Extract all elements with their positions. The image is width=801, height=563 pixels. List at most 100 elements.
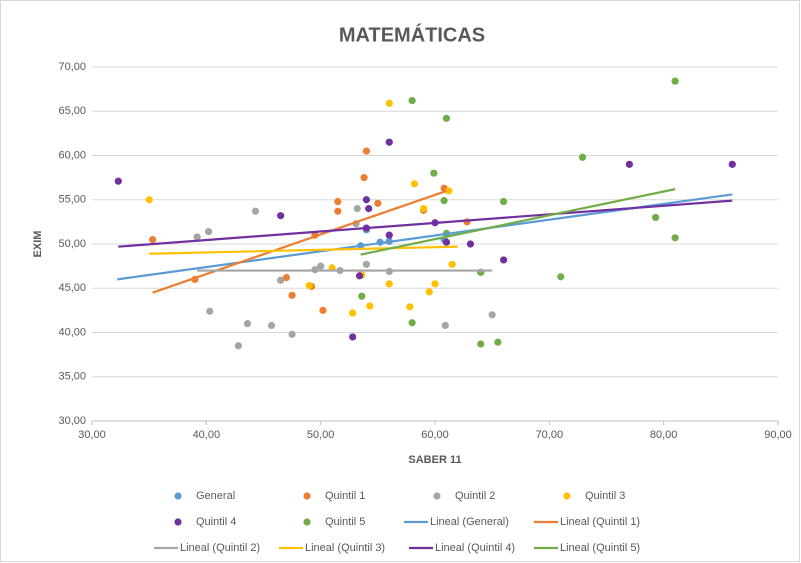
trendline (118, 199, 733, 248)
point (243, 320, 252, 328)
x-tick-label: 70,00 (536, 429, 564, 441)
legend-marker (563, 492, 571, 500)
point (578, 153, 587, 161)
legend-label: General (196, 490, 235, 502)
y-tick-label: 35,00 (58, 371, 86, 383)
point (441, 321, 449, 330)
x-tick-label: 90,00 (764, 429, 792, 441)
point (366, 302, 374, 310)
y-tick-label: 30,00 (58, 415, 86, 427)
trendline (149, 245, 458, 255)
point (334, 197, 342, 206)
point (408, 97, 416, 105)
point (430, 169, 438, 177)
point (334, 207, 342, 215)
point (362, 147, 370, 155)
point (385, 231, 393, 239)
point (442, 238, 451, 246)
legend-label: Quintil 4 (196, 516, 236, 528)
chart-title: MATEMÁTICAS (339, 23, 485, 46)
legend-label: Quintil 1 (325, 490, 365, 502)
y-axis-title: EXIM (32, 231, 44, 258)
point (349, 309, 357, 317)
legend-label: Quintil 5 (325, 516, 365, 528)
point (349, 333, 357, 341)
point (358, 292, 366, 300)
x-tick-label: 80,00 (650, 429, 678, 441)
x-tick-label: 60,00 (421, 429, 449, 441)
x-axis-title: SABER 11 (408, 454, 461, 466)
point (374, 199, 382, 207)
point (251, 207, 260, 215)
x-tick-label: 40,00 (193, 429, 221, 441)
y-tick-label: 60,00 (58, 149, 86, 161)
point (671, 234, 679, 242)
trendline (152, 189, 447, 294)
point (477, 340, 485, 348)
point (319, 306, 327, 314)
point (500, 256, 508, 264)
legend-label: Lineal (Quintil 4) (435, 542, 515, 554)
legend-label: Quintil 3 (585, 490, 625, 502)
point (193, 233, 201, 241)
x-tick-label: 30,00 (78, 429, 106, 441)
point (288, 330, 296, 338)
y-tick-label: 55,00 (58, 194, 86, 206)
point (728, 160, 736, 168)
point (408, 319, 416, 327)
point (466, 240, 475, 248)
point (494, 338, 502, 346)
point (385, 138, 393, 146)
point (305, 281, 313, 290)
point (277, 276, 285, 284)
point (440, 197, 448, 205)
legend-marker (303, 492, 311, 500)
legend-marker (174, 518, 182, 526)
point (114, 177, 122, 185)
point (410, 180, 419, 188)
point (362, 260, 370, 268)
point (317, 262, 325, 270)
point (145, 196, 153, 204)
point (148, 235, 157, 244)
point (445, 187, 453, 195)
x-tick-label: 50,00 (307, 429, 335, 441)
point (652, 213, 660, 222)
legend-marker (303, 518, 311, 526)
y-tick-label: 40,00 (58, 326, 86, 338)
point (206, 307, 214, 315)
point (557, 273, 565, 281)
y-tick-label: 70,00 (58, 61, 86, 73)
legend-label: Lineal (Quintil 3) (305, 542, 385, 554)
point (671, 77, 679, 85)
y-tick-label: 45,00 (58, 282, 86, 294)
point (365, 205, 373, 213)
legend-label: Lineal (Quintil 1) (560, 516, 640, 528)
legend-marker (174, 492, 182, 500)
point (277, 212, 285, 220)
legend-label: Quintil 2 (455, 490, 495, 502)
point (353, 205, 361, 213)
point (488, 311, 496, 319)
point (362, 196, 370, 204)
point (267, 321, 276, 330)
point (385, 280, 393, 288)
point (448, 260, 456, 268)
point (425, 288, 433, 296)
point (234, 342, 242, 350)
point (355, 272, 364, 280)
point (288, 291, 296, 299)
point (442, 114, 451, 122)
point (360, 174, 368, 182)
point (625, 160, 633, 168)
point (205, 228, 213, 236)
legend-marker (433, 492, 441, 500)
point (385, 99, 393, 107)
legend-label: Lineal (Quintil 5) (560, 542, 640, 554)
legend-label: Lineal (General) (430, 516, 509, 528)
legend-label: Lineal (Quintil 2) (180, 542, 260, 554)
y-tick-label: 50,00 (58, 238, 86, 250)
